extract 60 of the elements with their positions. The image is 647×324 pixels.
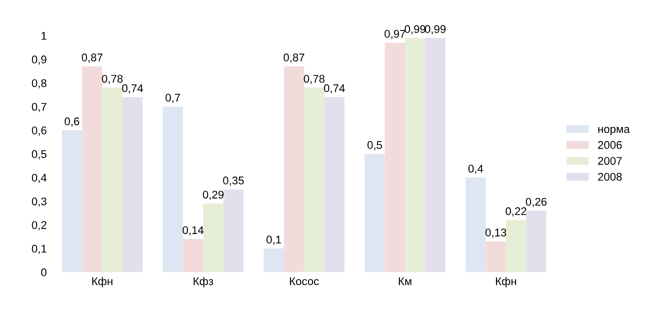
bar [223,189,244,272]
data-label: 0,14 [182,226,204,236]
bar [203,204,224,272]
y-tick-label: 0,8 [32,79,46,88]
y-tick-label: 0,4 [32,174,47,183]
data-label: 0,13 [485,228,506,238]
data-label: 0,99 [424,25,446,34]
data-label: 0,78 [304,74,325,84]
data-label: 0,7 [166,94,180,103]
data-label: 0,22 [506,207,526,216]
bar [122,97,143,272]
y-tick-label: 0,7 [32,102,46,112]
x-tick-label: Кфн [92,277,112,288]
bar [405,38,426,272]
data-label: 0,35 [223,176,244,186]
legend-label: 2008 [598,172,622,181]
y-tick-label: 0,9 [32,56,46,65]
y-tick-label: 0,5 [32,150,46,160]
data-label: 0,74 [324,84,345,94]
y-tick-label: 0,2 [32,221,46,230]
data-label: 0,87 [82,54,102,63]
data-label: 0,29 [202,190,224,200]
y-tick-label: 0 [41,268,46,276]
data-label: 0,78 [102,74,123,84]
x-tick-label: Косос [290,277,319,286]
x-tick-label: Кфн [496,277,516,288]
data-label: 0,74 [122,84,143,94]
bar [486,241,506,272]
bar [62,130,82,272]
data-label: 0,1 [266,236,281,245]
data-label: 0,4 [468,164,484,174]
data-label: 0,97 [384,30,406,40]
legend-label: 2006 [598,141,622,149]
bar [102,88,122,272]
bar [82,66,102,272]
bar [384,42,406,272]
bar [304,88,324,272]
bar [324,97,344,272]
bar [364,154,385,272]
data-label: 0,26 [526,198,547,208]
y-tick-label: 0,3 [32,197,46,207]
x-tick-label: Кфз [194,277,214,288]
y-tick-label: 1 [42,32,46,40]
bar [182,239,204,272]
data-label: 0,6 [64,117,80,127]
bar [284,66,304,272]
y-tick-label: 0,1 [32,244,46,254]
data-label: 0,99 [404,25,426,34]
bar [466,178,486,272]
bar [506,220,526,272]
x-tick-label: Км [398,277,412,286]
legend-label: норма [598,126,630,136]
bar [162,106,183,272]
data-label: 0,5 [367,141,382,150]
data-label: 0,87 [284,54,304,63]
y-tick-label: 0,6 [32,126,46,136]
bar [526,210,546,272]
bar [264,248,284,272]
bar [425,38,446,272]
legend-label: 2007 [598,156,622,165]
